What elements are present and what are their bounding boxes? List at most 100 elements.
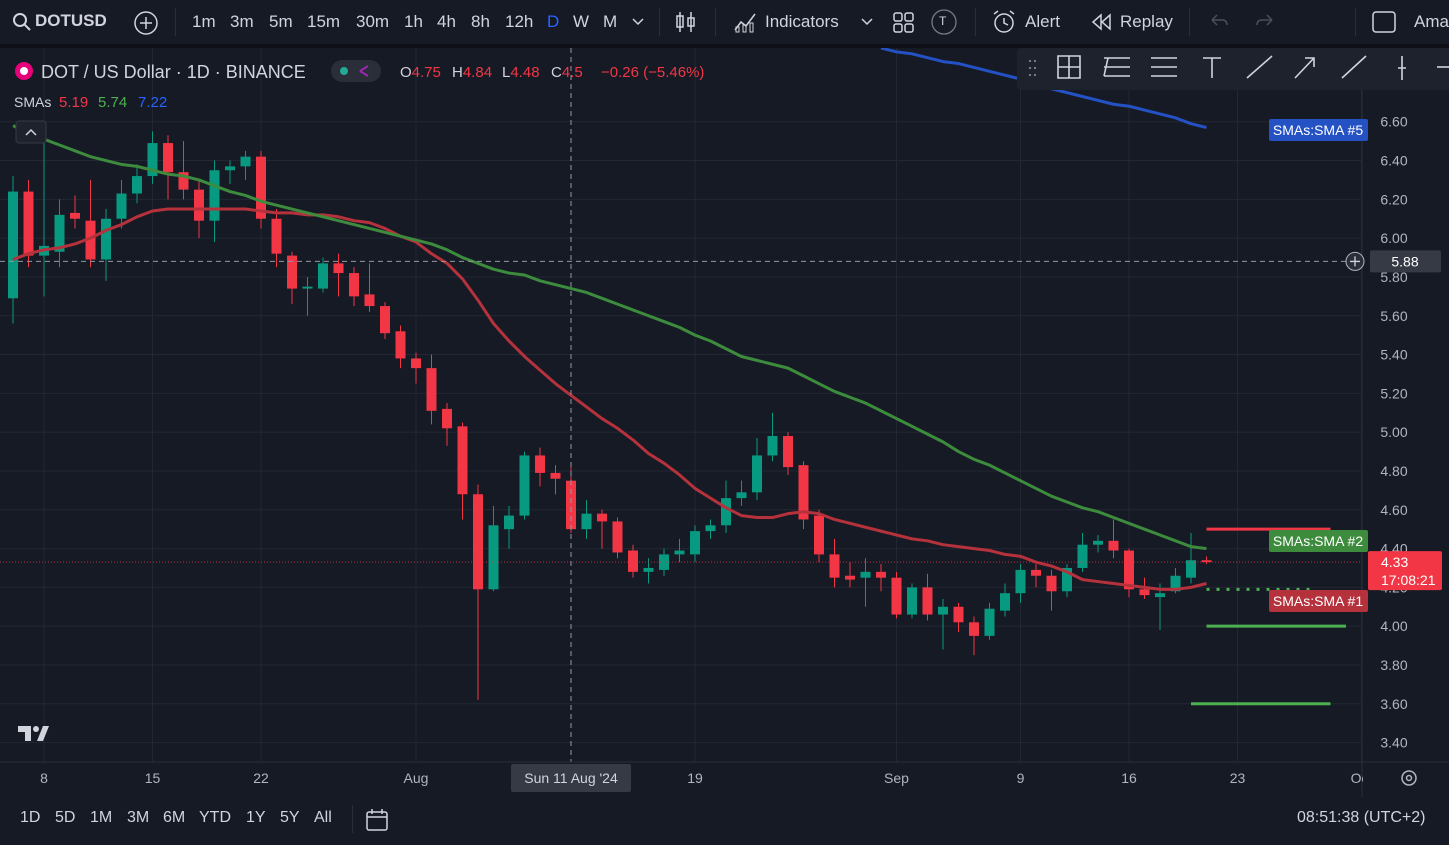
collapse-legend[interactable]: [15, 120, 47, 144]
drawing-tool[interactable]: [1057, 55, 1081, 79]
range-button[interactable]: 3M: [127, 809, 150, 826]
candle-body: [752, 455, 762, 493]
candle-body: [163, 143, 173, 173]
drawing-tool[interactable]: [1103, 57, 1130, 77]
sma-legend-value: 5.74: [98, 94, 127, 111]
candle-body: [1077, 544, 1088, 568]
candle-body: [798, 465, 809, 520]
indicators-icon[interactable]: [733, 10, 759, 34]
interval-button[interactable]: 4h: [437, 12, 456, 31]
interval-button[interactable]: 12h: [505, 12, 534, 31]
candle-body: [953, 606, 964, 623]
ohlc-letter: H: [452, 64, 463, 81]
candle-body: [984, 608, 995, 636]
interval-button[interactable]: M: [603, 12, 618, 31]
badge[interactable]: T: [939, 14, 947, 28]
clock[interactable]: 08:51:38 (UTC+2): [1297, 809, 1426, 826]
sma-legend-value: 5.19: [59, 94, 88, 111]
range-button[interactable]: All: [314, 809, 332, 826]
candle-body: [457, 426, 468, 495]
range-button[interactable]: 1M: [90, 809, 113, 826]
range-button[interactable]: 1Y: [246, 809, 266, 826]
templates-icon[interactable]: [892, 11, 916, 35]
drag-handle: [1029, 60, 1036, 76]
replay-button[interactable]: Replay: [1120, 12, 1173, 31]
alert-icon[interactable]: [991, 9, 1019, 35]
replay-icon[interactable]: [1090, 13, 1114, 31]
candle-body: [318, 263, 328, 289]
drawing-tool[interactable]: [1341, 55, 1367, 79]
search-icon[interactable]: [12, 12, 32, 32]
indicators-dropdown[interactable]: [860, 16, 874, 28]
drawing-tool[interactable]: [1398, 56, 1406, 80]
drawing-tool[interactable]: [1294, 57, 1315, 79]
interval-button[interactable]: 3m: [230, 12, 254, 31]
interval-button[interactable]: 30m: [356, 12, 390, 31]
data-pill[interactable]: [331, 60, 381, 82]
redo[interactable]: [1254, 12, 1276, 32]
x-tick-label: 16: [1121, 770, 1137, 786]
separator: [175, 8, 176, 36]
drawing-tool[interactable]: [1151, 57, 1177, 77]
candle-body: [333, 263, 344, 274]
candle-body: [209, 170, 220, 221]
layout-icon[interactable]: [1371, 10, 1397, 34]
candle-body: [240, 156, 251, 167]
interval-button[interactable]: 8h: [471, 12, 490, 31]
series-tag: SMAs:SMA #2: [1273, 533, 1363, 549]
undo[interactable]: [1208, 12, 1230, 32]
interval-button[interactable]: 1m: [192, 12, 216, 31]
chart-type[interactable]: [674, 9, 698, 35]
range-button[interactable]: YTD: [199, 809, 231, 826]
series-tag-bg: [1269, 530, 1368, 552]
crosshair-y-label: 5.88: [1391, 253, 1418, 269]
candle-body: [349, 273, 359, 297]
interval-button[interactable]: 1h: [404, 12, 423, 31]
symbol-logo-inner: [20, 67, 28, 75]
candle-body: [876, 571, 886, 578]
candle-body: [1186, 560, 1196, 578]
add-symbol[interactable]: [133, 10, 159, 36]
separator: [715, 8, 716, 36]
range-button[interactable]: 5D: [55, 809, 76, 826]
candle-body: [225, 166, 235, 171]
candle-body: [1201, 560, 1212, 563]
y-tick-label: 4.60: [1380, 502, 1407, 518]
y-tick-label: 3.40: [1380, 735, 1407, 751]
ohlc-value: 4.75: [412, 64, 441, 81]
candle-body: [23, 191, 34, 256]
candle-body: [194, 189, 204, 221]
candle-body: [504, 515, 514, 530]
interval-button[interactable]: 5m: [269, 12, 293, 31]
range-button[interactable]: 5Y: [280, 809, 300, 826]
date-range-icon[interactable]: [365, 807, 391, 833]
range-button[interactable]: 6M: [163, 809, 186, 826]
y-tick-label: 4.00: [1380, 618, 1407, 634]
drawing-tool[interactable]: [1246, 55, 1273, 79]
interval-button[interactable]: W: [573, 12, 590, 31]
badge-circle[interactable]: [930, 8, 958, 36]
interval-button[interactable]: D: [547, 12, 560, 31]
indicators-button[interactable]: Indicators: [765, 12, 839, 31]
account[interactable]: Ama: [1414, 12, 1449, 31]
settings-icon[interactable]: [1398, 767, 1420, 789]
candle-body: [395, 331, 406, 359]
chart-background: [0, 48, 1449, 797]
x-tick-label: 8: [40, 770, 48, 786]
interval-button[interactable]: 15m: [307, 12, 341, 31]
sma-line: [12, 207, 1207, 591]
alert-button[interactable]: Alert: [1025, 12, 1060, 31]
interval-dropdown[interactable]: [631, 16, 645, 28]
range-button[interactable]: 1D: [20, 809, 41, 826]
price-axis-bg-right: [1363, 763, 1449, 797]
y-tick-label: 5.80: [1380, 269, 1407, 285]
candle-body: [891, 577, 902, 615]
drawing-tool[interactable]: [1203, 57, 1221, 78]
candle-body: [705, 525, 716, 532]
candle-body: [1000, 593, 1010, 611]
candle-body: [411, 358, 421, 369]
candle-body: [54, 214, 65, 252]
symbol[interactable]: DOTUSD: [35, 11, 107, 30]
x-tick-label: 19: [687, 770, 703, 786]
sma-legend-label: SMAs: [14, 94, 51, 110]
